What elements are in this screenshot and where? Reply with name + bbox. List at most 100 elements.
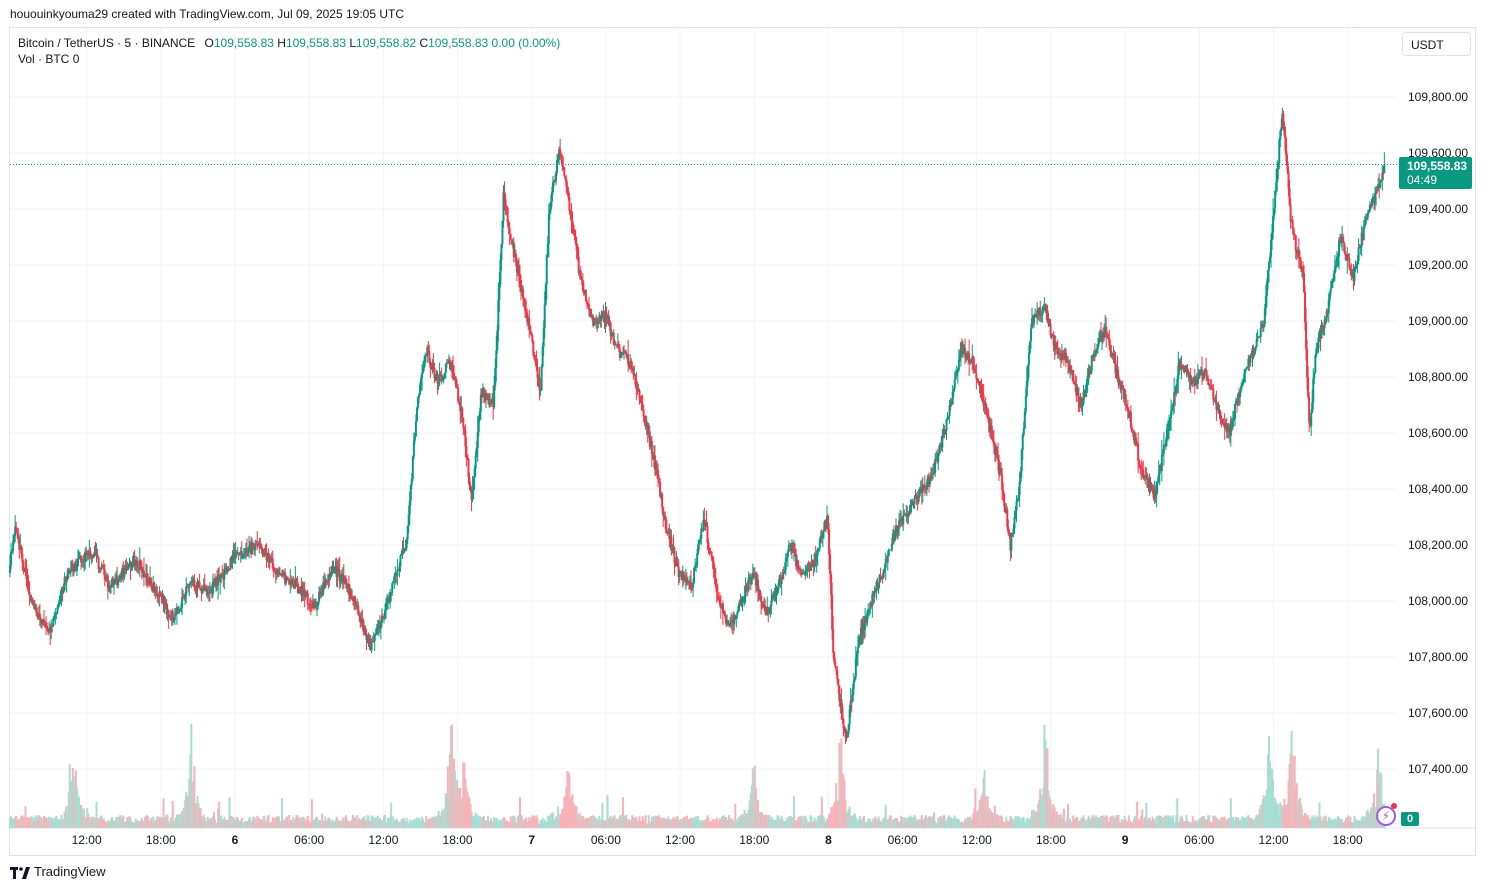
volume-bar: [700, 820, 703, 828]
volume-bar: [324, 816, 327, 828]
volume-bar: [183, 807, 186, 828]
candle-body: [990, 425, 993, 439]
volume-bar: [1140, 815, 1143, 828]
volume-bar: [296, 815, 299, 828]
volume-bar: [1065, 823, 1068, 828]
volume-bar: [793, 796, 796, 828]
candle-body: [889, 549, 892, 551]
volume-bar: [999, 815, 1002, 828]
volume-bar: [555, 816, 558, 828]
candle-body: [953, 379, 956, 389]
volume-bar: [802, 823, 805, 828]
currency-button[interactable]: USDT: [1402, 32, 1471, 56]
symbol-label[interactable]: Bitcoin / TetherUS · 5 · BINANCE: [18, 36, 196, 50]
candle-body: [171, 611, 174, 622]
volume-bar: [1146, 822, 1149, 828]
volume-bar: [712, 819, 715, 828]
candle-body: [993, 445, 996, 455]
volume-bar: [1229, 798, 1232, 828]
candle-body: [970, 360, 973, 363]
candle-body: [1157, 474, 1160, 482]
volume-bar: [1339, 820, 1342, 828]
candle-body: [1349, 267, 1352, 271]
lightning-icon[interactable]: ⚡: [1376, 806, 1396, 826]
tradingview-logo[interactable]: TradingView: [10, 864, 106, 879]
candle-body: [1362, 226, 1365, 241]
volume-bar: [100, 815, 103, 828]
volume-bar: [1327, 816, 1330, 828]
candle-body: [306, 592, 309, 605]
volume-bar: [435, 819, 438, 828]
volume-bar: [603, 821, 606, 828]
candle-body: [716, 592, 719, 599]
y-axis-label: 109,400.00: [1408, 202, 1468, 216]
candle-body: [708, 548, 711, 552]
candle-body: [1353, 268, 1356, 282]
volume-bar: [654, 815, 657, 828]
volume-bar: [1215, 817, 1218, 828]
volume-label[interactable]: Vol · BTC: [18, 52, 70, 66]
volume-bar: [757, 811, 760, 828]
x-axis-label: 06:00: [1184, 833, 1214, 847]
volume-bar: [29, 816, 32, 828]
volume-bar: [879, 822, 882, 828]
candle-body: [436, 373, 439, 383]
volume-bar: [923, 817, 926, 828]
candle-body: [1184, 368, 1187, 371]
volume-bar: [351, 819, 354, 828]
candle-body: [185, 586, 188, 596]
volume-bar: [563, 797, 566, 828]
volume-bar: [293, 823, 296, 828]
volume-bar: [1150, 823, 1153, 828]
candle-body: [1177, 365, 1180, 380]
volume-bar: [951, 819, 954, 828]
candle-body: [1083, 391, 1086, 396]
candle-body: [603, 318, 606, 322]
candle-body: [1185, 368, 1188, 371]
volume-bar: [461, 797, 464, 828]
candle-body: [1343, 242, 1346, 252]
candle-body: [529, 326, 532, 333]
volume-bar: [737, 817, 740, 828]
volume-bar: [1204, 822, 1207, 828]
candle-body: [1195, 379, 1198, 385]
volume-bar: [1000, 815, 1003, 828]
volume-bar: [836, 802, 839, 828]
candle-body: [949, 401, 952, 405]
candle-body: [261, 548, 264, 551]
volume-bar: [1245, 823, 1248, 828]
candle-body: [1282, 113, 1285, 128]
volume-bar: [1231, 816, 1234, 828]
candle-body: [1093, 353, 1096, 356]
candle-body: [651, 454, 654, 459]
volume-bar: [1049, 800, 1052, 828]
volume-bar: [723, 817, 726, 828]
candle-body: [619, 354, 622, 358]
volume-bar: [834, 800, 837, 828]
candle-body: [252, 542, 255, 547]
volume-bar: [668, 819, 671, 828]
volume-bar: [313, 819, 316, 828]
candle-body: [464, 430, 467, 447]
volume-bar: [1086, 818, 1089, 828]
candle-body: [1131, 431, 1134, 434]
candle-body: [1264, 296, 1267, 309]
volume-bar: [1335, 819, 1338, 828]
candle-body: [590, 308, 593, 316]
volume-bar: [564, 795, 567, 828]
candle-body: [124, 567, 127, 571]
candle-body: [400, 553, 403, 556]
candle-body: [1101, 332, 1104, 342]
volume-bar: [1105, 815, 1108, 828]
volume-bar: [1210, 821, 1213, 828]
volume-bar: [854, 817, 857, 828]
volume-bar: [1151, 816, 1154, 828]
volume-bar: [486, 819, 489, 828]
volume-bar: [1273, 805, 1276, 828]
candle-body: [28, 592, 31, 596]
candle-body: [1085, 383, 1088, 389]
volume-bar: [621, 797, 624, 828]
volume-bar: [1261, 798, 1264, 828]
volume-bar: [1355, 821, 1358, 828]
